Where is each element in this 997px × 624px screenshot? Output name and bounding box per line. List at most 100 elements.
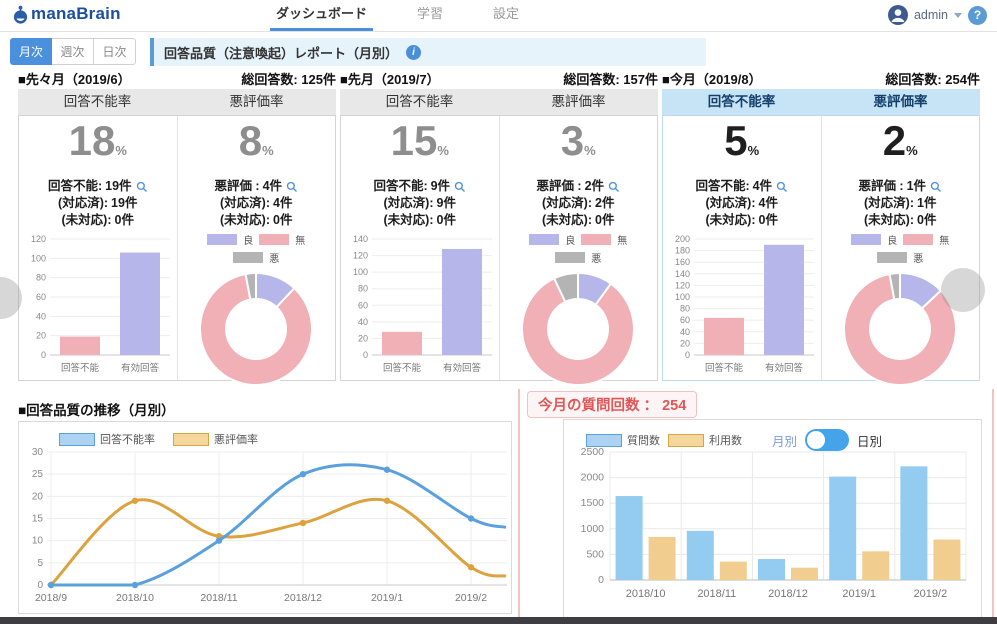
svg-text:回答不能: 回答不能 bbox=[705, 362, 744, 374]
detail-line: 悪評価 : 4件 bbox=[214, 178, 298, 195]
brand-logo: manaBrain bbox=[12, 4, 121, 24]
panel-two-months-ago: ■先々月（2019/6） 総回答数: 125件 回答不能率 悪評価率 18% 回… bbox=[18, 68, 336, 386]
percentage-value: 2% bbox=[882, 117, 918, 164]
search-icon[interactable] bbox=[286, 181, 298, 193]
volume-bar-chart: 0 500 1000 1500 2000 2500 2018/10 2018/11 2018/1… bbox=[564, 420, 981, 619]
panel-total: 総回答数: 157件 bbox=[563, 72, 658, 87]
legend-swatch-none bbox=[259, 234, 290, 245]
donut-legend: 良無 悪 bbox=[529, 232, 627, 268]
svg-text:120: 120 bbox=[31, 234, 46, 244]
detail-line: (対応済): 2件 bbox=[542, 196, 615, 210]
metric-headers: 回答不能率 悪評価率 bbox=[18, 89, 336, 115]
detail-line: (未対応): 0件 bbox=[705, 213, 778, 227]
search-icon[interactable] bbox=[930, 181, 942, 193]
panel-total: 総回答数: 125件 bbox=[241, 72, 336, 87]
detail-line: (対応済): 4件 bbox=[220, 196, 293, 210]
search-icon[interactable] bbox=[776, 181, 788, 193]
panel-last-month: ■先月（2019/7） 総回答数: 157件 回答不能率 悪評価率 15% 回答… bbox=[340, 68, 658, 386]
period-daily-button[interactable]: 日次 bbox=[94, 38, 136, 65]
svg-text:2018/11: 2018/11 bbox=[697, 588, 736, 600]
volume-legend: 質問数 利用数 月別 日別 bbox=[586, 429, 882, 451]
detail-line: 悪評価 : 1件 bbox=[858, 178, 942, 195]
trend-legend: 回答不能率 悪評価率 bbox=[59, 431, 258, 447]
search-icon[interactable] bbox=[608, 181, 620, 193]
metric-headers: 回答不能率 悪評価率 bbox=[340, 89, 658, 115]
svg-text:20: 20 bbox=[680, 338, 690, 348]
svg-text:20: 20 bbox=[36, 331, 46, 341]
legend-swatch-good bbox=[851, 234, 882, 245]
svg-text:60: 60 bbox=[680, 315, 690, 325]
help-icon[interactable]: ? bbox=[968, 5, 987, 25]
svg-text:40: 40 bbox=[358, 317, 368, 327]
panel-period-label: ■先月（2019/7） bbox=[340, 72, 440, 87]
period-monthly-button[interactable]: 月次 bbox=[10, 38, 52, 65]
tab-learning[interactable]: 学習 bbox=[417, 6, 444, 21]
answer-count-bar-chart: 0 20 40 60 80 100 120 140 160 180 200 回答不能 有効回答 bbox=[664, 231, 820, 386]
legend-swatch-bad bbox=[555, 252, 586, 263]
panel-header: ■先々月（2019/6） 総回答数: 125件 bbox=[18, 68, 336, 89]
legend-swatch-none bbox=[903, 234, 934, 245]
carousel-next-button[interactable] bbox=[941, 268, 985, 312]
svg-text:有効回答: 有効回答 bbox=[443, 362, 482, 374]
svg-text:20: 20 bbox=[32, 491, 44, 502]
percentage-value: 5% bbox=[724, 117, 760, 164]
trend-line-chart: 0 5 10 15 20 25 30 2018/9 2018/10 2018/11 2018/12 2… bbox=[19, 422, 511, 615]
svg-text:2018/10: 2018/10 bbox=[626, 588, 666, 600]
svg-text:140: 140 bbox=[353, 234, 368, 244]
svg-text:有効回答: 有効回答 bbox=[765, 362, 804, 374]
toggle-monthly-label[interactable]: 月別 bbox=[772, 434, 798, 449]
volume-chart-panel: 質問数 利用数 月別 日別 0 500 1000 1500 2000 2500 2018/1… bbox=[563, 419, 982, 618]
svg-text:120: 120 bbox=[353, 251, 368, 261]
legend-swatch-good bbox=[529, 234, 560, 245]
panel-body: 18% 回答不能: 19件 (対応済): 19件 (未対応): 0件 0 20 40… bbox=[18, 115, 336, 386]
pink-divider-right bbox=[992, 389, 994, 617]
svg-text:2018/12: 2018/12 bbox=[284, 592, 322, 604]
svg-text:60: 60 bbox=[36, 292, 46, 302]
detail-line: (未対応): 0件 bbox=[61, 213, 134, 227]
header-unanswerable-rate: 回答不能率 bbox=[340, 89, 499, 115]
panel-this-month: ■今月（2019/8） 総回答数: 254件 回答不能率 悪評価率 5% 回答不… bbox=[662, 68, 980, 386]
donut-legend: 良無 悪 bbox=[207, 232, 305, 268]
period-toggle[interactable] bbox=[805, 429, 850, 451]
metric-col-bad-eval: 3% 悪評価 : 2件 (対応済): 2件 (未対応): 0件 良無 悪 bbox=[500, 116, 658, 386]
period-button-group: 月次 週次 日次 bbox=[10, 38, 136, 65]
svg-text:2019/2: 2019/2 bbox=[914, 588, 948, 600]
svg-text:120: 120 bbox=[675, 280, 690, 290]
svg-text:40: 40 bbox=[36, 311, 46, 321]
user-name: admin bbox=[913, 8, 948, 22]
svg-text:25: 25 bbox=[32, 469, 44, 480]
panel-body: 5% 回答不能: 4件 (対応済): 4件 (未対応): 0件 0 20 40 60 8… bbox=[662, 115, 980, 386]
tab-settings[interactable]: 設定 bbox=[493, 6, 520, 21]
legend-swatch-bad bbox=[877, 252, 908, 263]
detail-line: (未対応): 0件 bbox=[864, 213, 937, 227]
tab-dashboard[interactable]: ダッシュボード bbox=[270, 0, 374, 31]
panel-header: ■今月（2019/8） 総回答数: 254件 bbox=[662, 68, 980, 89]
svg-text:160: 160 bbox=[675, 257, 690, 267]
detail-line: (対応済): 9件 bbox=[383, 196, 456, 210]
toggle-daily-label[interactable]: 日別 bbox=[857, 434, 883, 449]
svg-text:30: 30 bbox=[32, 447, 44, 458]
user-menu[interactable]: admin ? bbox=[887, 5, 987, 25]
svg-text:2018/9: 2018/9 bbox=[35, 592, 67, 604]
header-unanswerable-rate: 回答不能率 bbox=[662, 89, 821, 115]
evaluation-donut-chart bbox=[838, 268, 962, 395]
pink-divider-left bbox=[518, 389, 520, 617]
period-weekly-button[interactable]: 週次 bbox=[52, 38, 94, 65]
search-icon[interactable] bbox=[454, 181, 466, 193]
legend-swatch-usage bbox=[668, 433, 704, 447]
svg-text:2019/2: 2019/2 bbox=[455, 592, 487, 604]
svg-text:180: 180 bbox=[675, 246, 690, 256]
metric-headers: 回答不能率 悪評価率 bbox=[662, 89, 980, 115]
svg-text:2019/1: 2019/1 bbox=[842, 588, 876, 600]
metric-col-unanswerable: 5% 回答不能: 4件 (対応済): 4件 (未対応): 0件 0 20 40 60 8… bbox=[663, 116, 822, 380]
carousel-prev-button[interactable] bbox=[0, 277, 22, 319]
bottom-bar bbox=[0, 617, 997, 624]
svg-text:60: 60 bbox=[358, 300, 368, 310]
search-icon[interactable] bbox=[136, 181, 148, 193]
legend-swatch-unanswerable bbox=[59, 432, 95, 446]
avatar-icon bbox=[887, 5, 908, 25]
trend-section-title: ■回答品質の推移（月別） bbox=[18, 403, 175, 418]
info-icon[interactable]: i bbox=[406, 44, 422, 60]
answer-count-bar-chart: 0 20 40 60 80 100 120 140 回答不能 有効回答 bbox=[342, 231, 498, 386]
